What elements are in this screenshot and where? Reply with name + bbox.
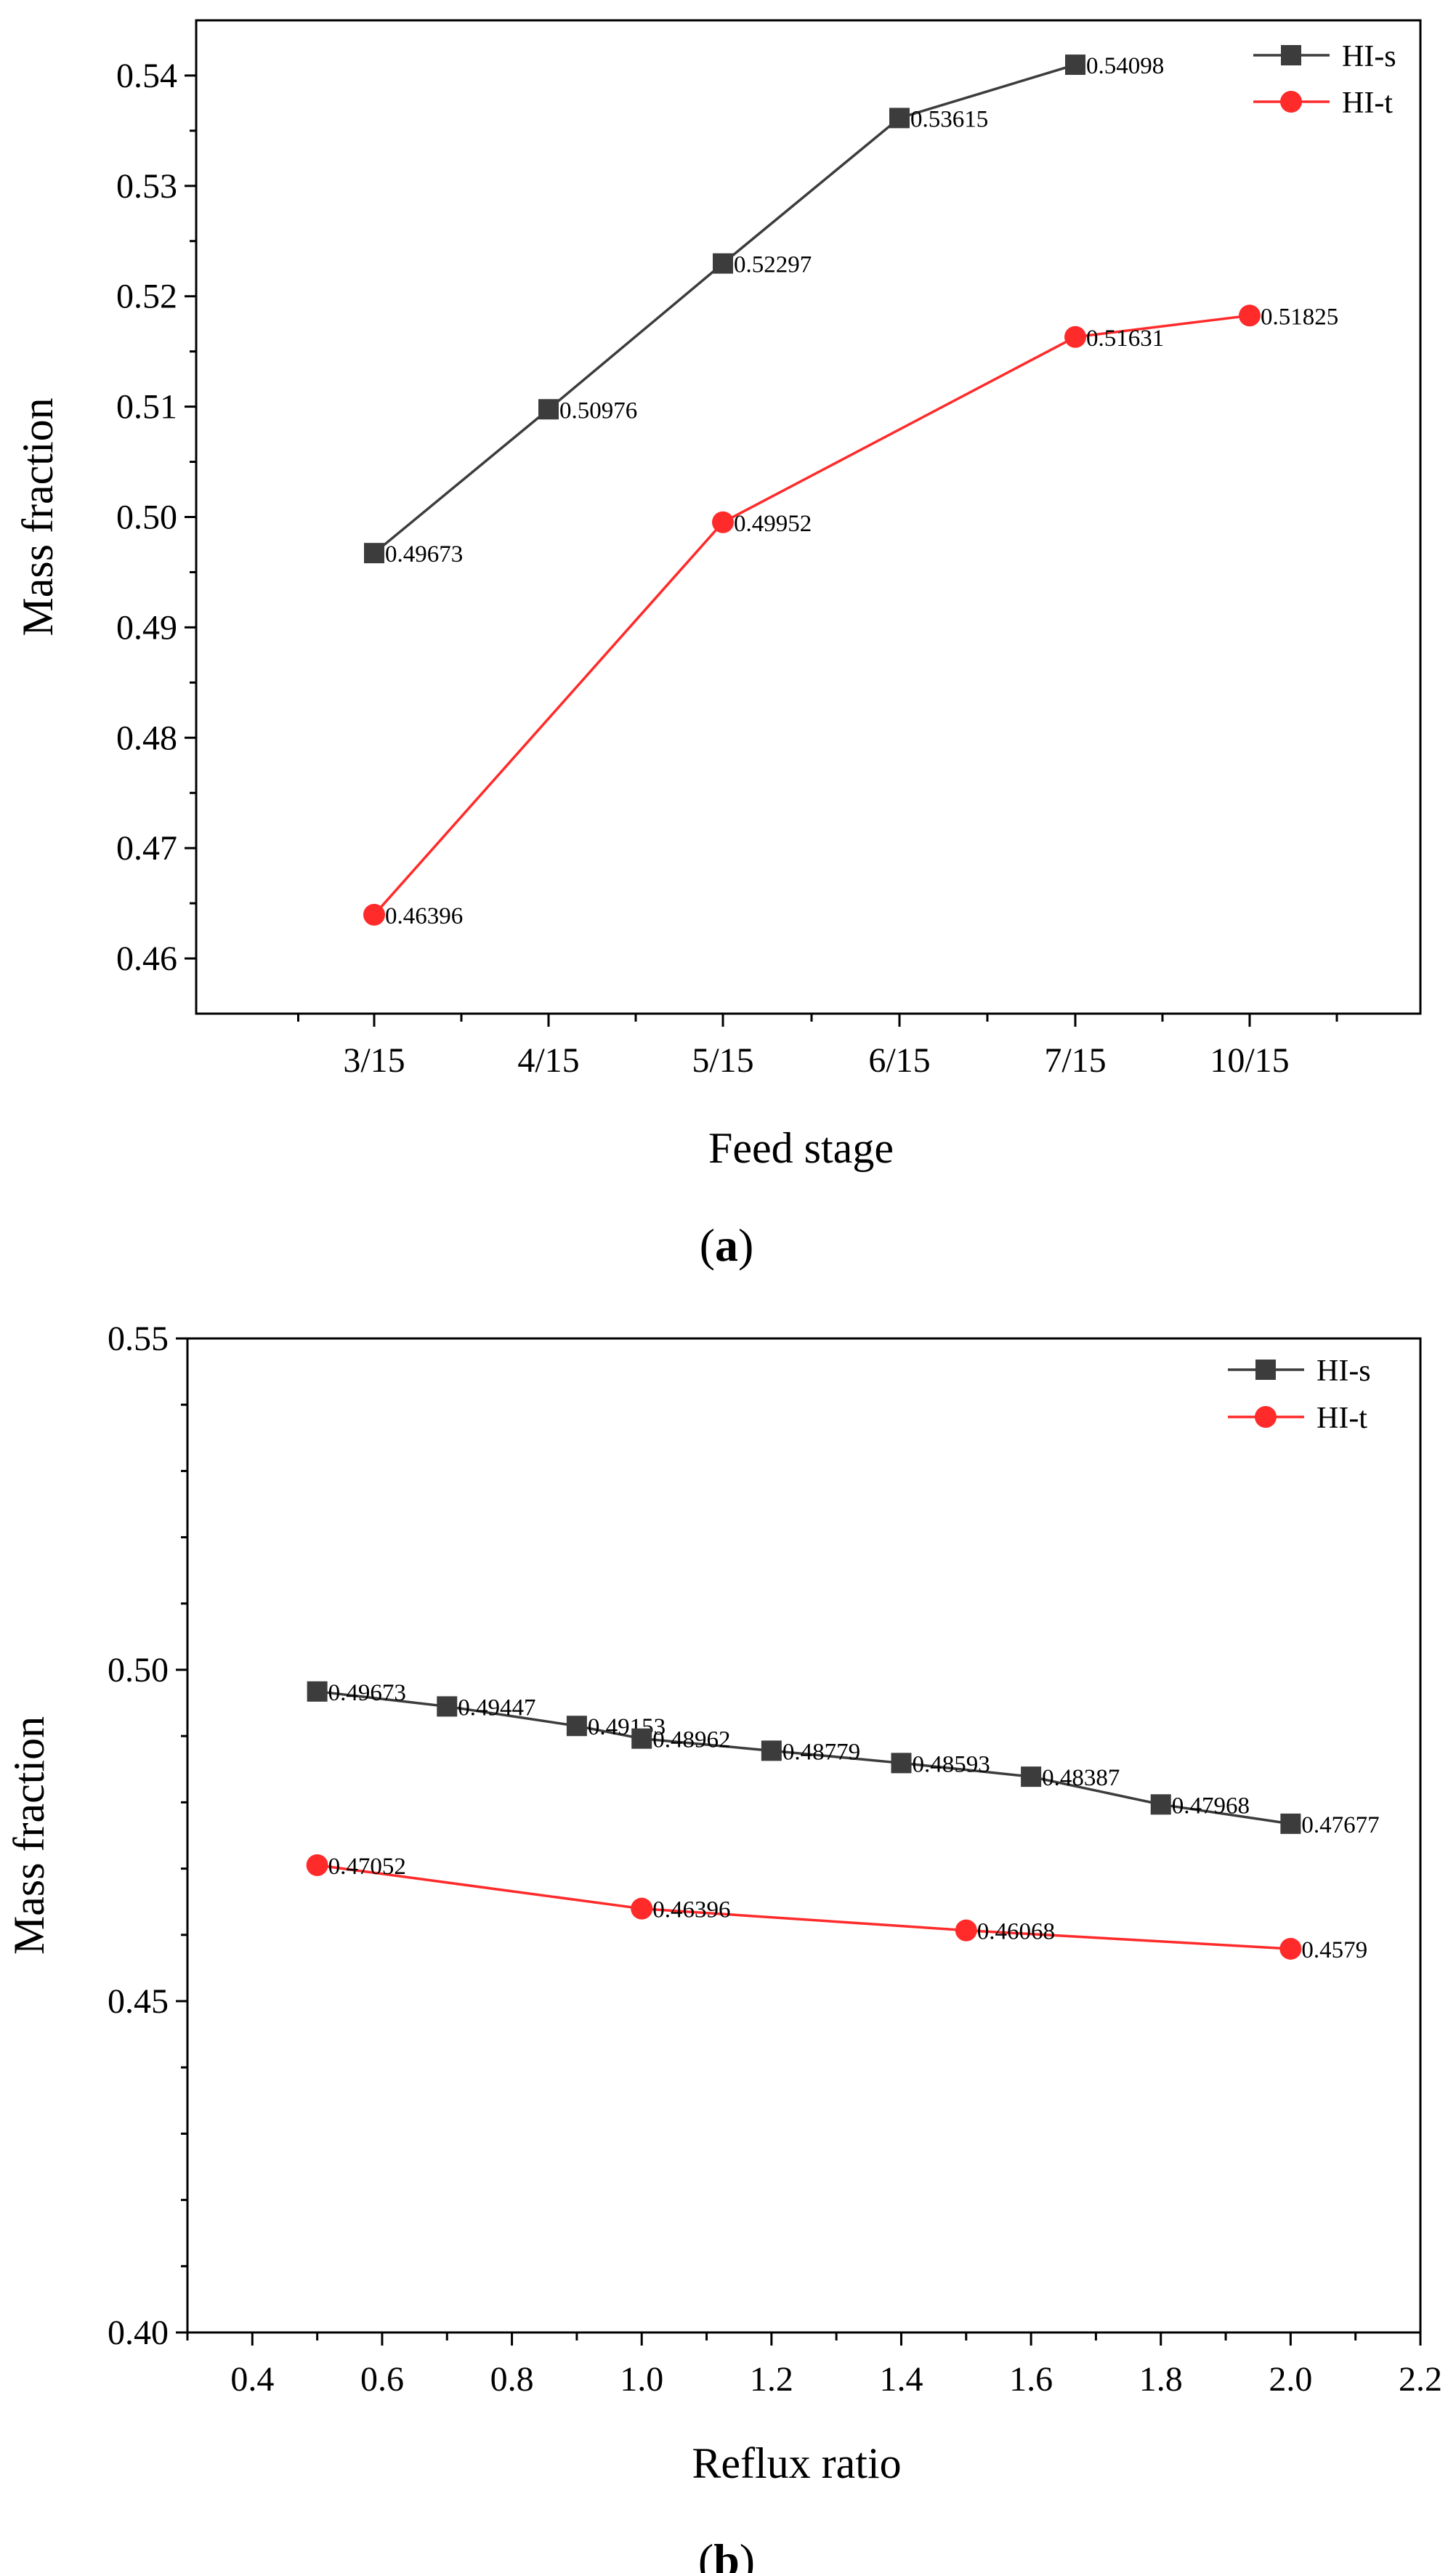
- plot-frame: [186, 1337, 1422, 2334]
- y-tick-label: 0.48: [116, 719, 177, 757]
- data-label: 0.49952: [734, 511, 812, 537]
- series-line-HI-t: [317, 1864, 1291, 1950]
- data-label: 0.46068: [977, 1919, 1055, 1945]
- x-tick-label: 1.8: [1139, 2360, 1183, 2399]
- legend-label: HI-t: [1317, 1402, 1367, 1435]
- data-point: [538, 399, 559, 420]
- data-label: 0.47968: [1172, 1793, 1250, 1819]
- panel-caption: (a): [700, 1219, 754, 1271]
- data-point: [631, 1728, 652, 1749]
- data-label: 0.48387: [1042, 1765, 1120, 1791]
- data-label: 0.51631: [1086, 326, 1164, 352]
- x-tick-label: 2.0: [1269, 2360, 1312, 2399]
- chart-b: 0.40 0.45 0.50 0.55 0.4 0.6 0.8 1.0 1.2 1.4 1.6 1.8…: [5, 1320, 1442, 2573]
- data-point: [889, 108, 910, 129]
- data-label: 0.46396: [652, 1897, 730, 1923]
- data-label: 0.48779: [782, 1739, 860, 1765]
- x-tick-label: 1.0: [620, 2360, 663, 2399]
- data-label: 0.48962: [652, 1727, 730, 1753]
- legend-marker: [1281, 45, 1301, 65]
- data-point: [364, 543, 384, 564]
- x-tick-label: 1.2: [750, 2360, 793, 2399]
- data-point: [1021, 1766, 1042, 1788]
- x-tick-label: 5/15: [692, 1041, 753, 1080]
- y-tick-label: 0.53: [116, 167, 177, 206]
- data-label: 0.49153: [588, 1714, 666, 1740]
- x-tick-label: 1.4: [879, 2360, 923, 2399]
- y-tick-label: 0.40: [108, 2314, 169, 2352]
- y-axis-title: Mass fraction: [14, 397, 62, 636]
- data-point: [1064, 326, 1086, 348]
- data-point: [955, 1919, 977, 1942]
- y-axis-title: Mass fraction: [5, 1716, 53, 1955]
- x-tick-label: 3/15: [343, 1041, 405, 1080]
- x-tick-label: 7/15: [1044, 1041, 1106, 1080]
- data-point: [1065, 54, 1085, 76]
- x-tick-label: 4/15: [517, 1041, 579, 1080]
- series-line-HI-t: [373, 314, 1250, 916]
- legend-label: HI-s: [1317, 1354, 1371, 1388]
- x-tick-label: 10/15: [1210, 1041, 1289, 1080]
- legend-marker: [1255, 1406, 1277, 1428]
- y-tick-label: 0.45: [108, 1982, 169, 2021]
- data-point: [1280, 1813, 1301, 1834]
- y-tick-label: 0.52: [116, 278, 177, 316]
- data-point: [306, 1854, 328, 1876]
- data-point: [1150, 1794, 1171, 1815]
- data-label: 0.47677: [1301, 1812, 1379, 1838]
- data-label: 0.49673: [328, 1680, 406, 1706]
- data-label: 0.53615: [910, 106, 988, 132]
- data-point: [307, 1681, 328, 1702]
- data-point: [437, 1696, 458, 1717]
- data-label: 0.51825: [1261, 304, 1338, 330]
- legend-label: HI-s: [1342, 40, 1396, 73]
- y-tick-label: 0.55: [108, 1320, 169, 1358]
- x-tick-label: 0.6: [360, 2360, 404, 2399]
- x-tick-label: 0.8: [490, 2360, 534, 2399]
- y-tick-label: 0.49: [116, 608, 177, 647]
- data-label: 0.49447: [458, 1695, 535, 1721]
- data-point: [631, 1897, 653, 1920]
- data-point: [1279, 1937, 1302, 1960]
- y-tick-label: 0.54: [116, 57, 177, 95]
- x-tick-label: 2.2: [1399, 2360, 1442, 2399]
- data-label: 0.52297: [734, 252, 812, 278]
- data-label: 0.47052: [328, 1854, 406, 1880]
- data-point: [363, 903, 385, 926]
- y-tick-label: 0.50: [116, 498, 177, 537]
- y-tick-label: 0.50: [108, 1651, 169, 1689]
- data-label: 0.48593: [912, 1751, 990, 1777]
- x-tick-label: 6/15: [868, 1041, 930, 1080]
- x-axis-title: Feed stage: [708, 1124, 894, 1172]
- panel-caption: (b): [698, 2534, 755, 2573]
- x-tick-label: 1.6: [1009, 2360, 1053, 2399]
- data-label: 0.46396: [385, 903, 463, 929]
- data-point: [1239, 304, 1261, 327]
- x-tick-label: 0.4: [230, 2360, 274, 2399]
- y-tick-label: 0.47: [116, 829, 177, 868]
- data-label: 0.4579: [1301, 1937, 1367, 1963]
- data-label: 0.49673: [385, 541, 463, 567]
- legend-marker: [1255, 1360, 1276, 1380]
- legend-label: HI-t: [1342, 86, 1393, 120]
- y-tick-label: 0.46: [116, 940, 177, 978]
- data-label: 0.54098: [1086, 53, 1164, 79]
- data-point: [566, 1716, 587, 1737]
- x-axis-title: Reflux ratio: [692, 2439, 901, 2487]
- data-point: [891, 1753, 912, 1774]
- y-tick-label: 0.51: [116, 388, 177, 427]
- chart-a: 0.46 0.47 0.48 0.49 0.50 0.51 0.52 0.53 0.54 3/15…: [14, 19, 1422, 1271]
- legend-marker: [1280, 91, 1302, 113]
- series-line-HI-s: [373, 63, 1076, 554]
- data-label: 0.50976: [559, 397, 637, 424]
- data-point: [713, 253, 733, 274]
- data-point: [761, 1740, 782, 1761]
- data-point: [712, 511, 734, 533]
